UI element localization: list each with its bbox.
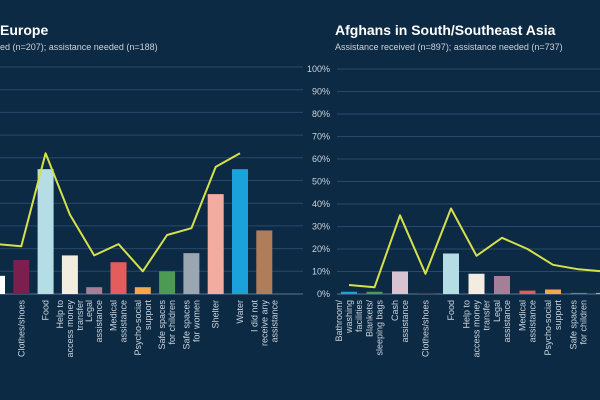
y-tick-label: 50% <box>312 177 330 187</box>
bar-legal-assistance <box>494 276 510 294</box>
bar-help-to-access-money-transfer <box>468 273 485 294</box>
bar-bathroom-washing-facilities <box>341 291 357 294</box>
y-tick-label: 20% <box>312 244 330 254</box>
bar-i-did-not-receive-any-assistance <box>256 230 273 294</box>
x-tick-label: Cashassistance <box>390 300 410 343</box>
x-tick-label: Medicalassistance <box>518 300 538 343</box>
y-tick-label: 30% <box>312 222 330 232</box>
bar-medical-assistance <box>519 290 536 294</box>
x-tick-label: Water <box>235 300 245 324</box>
bar-water <box>232 169 248 294</box>
x-tick-label: Food <box>446 300 456 321</box>
x-tick-label: Shelter <box>211 300 221 329</box>
x-tick-label: Safe spacesfor women <box>181 300 201 350</box>
bar-clothes-shoes <box>417 292 434 294</box>
left-panel-title: Europe <box>0 22 49 38</box>
y-tick-label: 90% <box>312 87 330 97</box>
right-panel-subtitle: Assistance received (n=897); assistance … <box>335 42 563 52</box>
x-tick-label: Legalassistance <box>492 300 512 343</box>
y-tick-label: 70% <box>312 132 330 142</box>
bar-psycho-social-support <box>134 287 151 294</box>
bar-cash-assistance <box>392 271 408 294</box>
y-tick-label: 10% <box>312 267 330 277</box>
x-tick-label: Help toaccess moneytransfer <box>462 300 492 358</box>
x-tick-label: Help toaccess moneytransfer <box>55 300 85 358</box>
y-tick-label: 100% <box>307 64 330 74</box>
x-tick-label: Legalassistance <box>84 300 104 343</box>
bar-safe-spaces-for-women <box>183 253 200 294</box>
x-tick-label: Psycho-socialsupport <box>543 300 563 356</box>
left-panel-subtitle: ed (n=207); assistance needed (n=188) <box>0 42 158 52</box>
bar-safe-spaces-for-children <box>159 271 176 294</box>
x-tick-label: Food <box>41 300 51 321</box>
bar-blankets-sleeping-bags <box>366 291 383 294</box>
y-tick-label: 0% <box>317 289 330 299</box>
bar-food <box>37 169 54 294</box>
bar-unlabeled <box>0 275 5 294</box>
bar-safe-spaces <box>596 292 600 294</box>
y-tick-label: 40% <box>312 199 330 209</box>
bar-psycho-social-support <box>545 289 561 294</box>
x-tick-label: Safe spacesfor children <box>569 300 589 350</box>
x-tick-label: Blankets/sleeping bags <box>365 300 385 356</box>
y-tick-label: 80% <box>312 109 330 119</box>
assistance-needed-line <box>0 152 241 273</box>
bar-medical-assistance <box>110 262 127 294</box>
bar-shelter <box>207 194 224 294</box>
x-tick-label: Psycho-socialsupport <box>133 300 153 356</box>
right-panel-title: Afghans in South/Southeast Asia <box>335 22 556 38</box>
bar-food <box>443 253 459 294</box>
bar-help-to-access-money-transfer <box>61 255 78 294</box>
x-tick-label: Safe spacesfor children <box>157 300 177 350</box>
x-tick-label: Medicalassistance <box>109 300 129 343</box>
x-tick-label: Bathroom/washingfacilities <box>334 300 364 342</box>
y-tick-label: 60% <box>312 154 330 164</box>
x-tick-label: Clothes/shoes <box>421 300 431 358</box>
bar-legal-assistance <box>86 287 103 294</box>
assistance-needed-line <box>348 207 600 289</box>
bar-safe-spaces-for-children <box>570 292 587 294</box>
x-tick-label: I did notreceive anyassistance <box>249 300 279 347</box>
x-tick-label: Clothes/shoes <box>16 300 26 358</box>
bar-clothes-shoes <box>13 259 30 294</box>
